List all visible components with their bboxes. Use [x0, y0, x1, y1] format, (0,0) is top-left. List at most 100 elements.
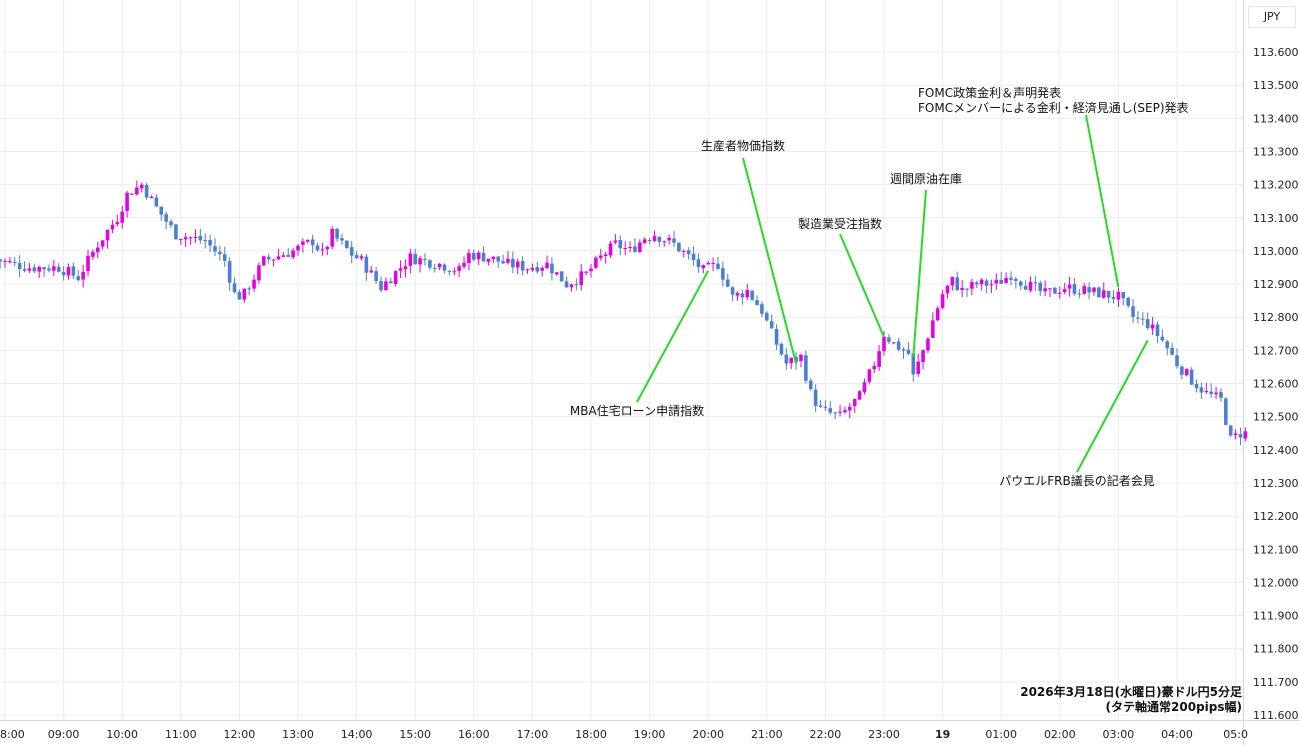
candle-body: [1243, 431, 1248, 439]
candle-body: [1204, 391, 1209, 393]
candle-body: [359, 256, 364, 259]
candle-body: [125, 192, 129, 211]
candle-body: [1199, 387, 1204, 393]
x-tick-label: 8:00: [0, 728, 25, 741]
candle-body: [794, 357, 798, 362]
candle-body: [867, 369, 872, 382]
candle-body: [1116, 291, 1121, 300]
candle-body: [598, 255, 603, 259]
candle-body: [515, 261, 520, 268]
candle-body: [1155, 324, 1160, 336]
candle-body: [613, 240, 618, 243]
candle-body: [110, 224, 115, 230]
candle-body: [413, 253, 417, 265]
candle-body: [66, 267, 71, 276]
candle-body: [877, 351, 881, 367]
x-tick-label: 16:00: [458, 728, 490, 741]
candle-body: [618, 240, 623, 249]
candle-body: [42, 267, 46, 270]
candle-body: [1224, 398, 1228, 425]
candle-body: [540, 267, 544, 271]
annotation-leader-line: [1085, 114, 1120, 288]
candle-body: [203, 239, 208, 241]
chart-caption-line2: (タテ軸通常200pips幅): [1105, 700, 1242, 714]
x-tick-label: 10:00: [106, 728, 138, 741]
candle-body: [486, 258, 491, 262]
y-tick-label: 112.900: [1253, 278, 1299, 291]
x-tick-label: 13:00: [282, 728, 314, 741]
x-tick-label: 03:00: [1103, 728, 1135, 741]
candle-body: [1014, 278, 1018, 282]
candle-body: [1121, 292, 1126, 299]
candle-body: [686, 250, 691, 255]
candle-body: [271, 259, 276, 261]
candle-body: [418, 258, 422, 265]
candle-body: [584, 271, 588, 273]
candle-body: [940, 294, 945, 308]
candle-body: [965, 288, 969, 290]
candle-body: [945, 285, 950, 294]
candle-body: [725, 279, 730, 287]
y-tick-label: 113.300: [1253, 145, 1299, 158]
candle-body: [232, 283, 237, 293]
candle-body: [1004, 277, 1008, 284]
annotation-label: 生産者物価指数: [701, 138, 785, 153]
x-tick-label: 02:00: [1044, 728, 1076, 741]
candle-body: [1077, 293, 1082, 295]
candle-body: [1170, 347, 1174, 355]
candle-body: [61, 271, 66, 276]
candle-body: [848, 406, 852, 411]
candle-body: [1028, 282, 1033, 291]
y-tick-label: 112.700: [1253, 344, 1299, 357]
x-tick-label: 05:0: [1223, 728, 1248, 741]
candle-body: [779, 343, 784, 355]
candle-body: [1160, 336, 1165, 341]
candle-body: [833, 412, 837, 414]
candle-body: [887, 337, 891, 342]
candle-body: [1175, 355, 1179, 367]
candle-body: [1106, 290, 1111, 298]
candle-body: [774, 329, 779, 345]
candle-body: [442, 264, 447, 271]
y-tick-label: 112.400: [1253, 444, 1299, 457]
candle-body: [398, 268, 403, 271]
candle-body: [22, 269, 27, 271]
candle-body: [1038, 282, 1043, 292]
candle-body: [437, 263, 442, 268]
y-tick-label: 113.400: [1253, 112, 1299, 125]
candle-body: [706, 263, 710, 265]
candle-body: [872, 366, 877, 370]
candle-body: [999, 279, 1003, 284]
y-tick-label: 112.600: [1253, 378, 1299, 391]
candle-body: [1053, 287, 1057, 294]
candle-body: [130, 193, 134, 196]
x-tick-label: 01:00: [985, 728, 1017, 741]
candle-body: [667, 237, 671, 241]
candle-body: [755, 300, 759, 306]
candle-body: [95, 247, 100, 253]
candle-body: [696, 259, 701, 268]
candle-body: [340, 238, 344, 241]
candle-body: [721, 268, 725, 280]
candle-body: [955, 277, 960, 290]
candle-body: [559, 271, 564, 282]
candle-body: [1126, 297, 1130, 306]
candle-body: [476, 252, 481, 260]
candle-body: [594, 257, 598, 268]
x-tick-label: 19:00: [634, 728, 666, 741]
candle-body: [252, 279, 256, 289]
candle-body: [222, 254, 227, 261]
candle-body: [569, 284, 574, 288]
currency-label[interactable]: JPY: [1248, 6, 1296, 28]
candle-body: [760, 304, 764, 314]
candle-body: [169, 221, 173, 226]
candle-body: [154, 197, 159, 207]
candle-body: [950, 276, 955, 286]
candle-body: [1018, 281, 1023, 286]
chart-caption: 2026年3月18日(水曜日)豪ドル円5分足 (タテ軸通常200pips幅): [1020, 685, 1242, 715]
candle-body: [91, 251, 95, 257]
candle-body: [218, 251, 222, 255]
candle-body: [17, 263, 22, 270]
candle-body: [71, 266, 76, 276]
annotation-label: MBA住宅ローン申請指数: [570, 403, 704, 418]
